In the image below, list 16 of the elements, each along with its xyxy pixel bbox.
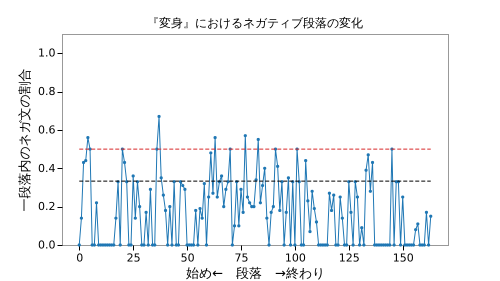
y-tick-label: 0.6 — [38, 123, 56, 136]
chart-title: 『変身』におけるネガティブ段落の変化 — [147, 16, 363, 30]
y-tick-label: 0.4 — [38, 162, 56, 175]
x-tick-label: 75 — [234, 252, 248, 264]
x-tick-label: 100 — [284, 252, 306, 264]
x-axis-title: 始め← 段落 →終わり — [186, 266, 325, 281]
y-axis-title: 一段落内のネガ文の割合 — [18, 68, 34, 212]
x-tick-label: 125 — [338, 252, 360, 264]
x-tick-label: 150 — [392, 252, 414, 264]
x-tick-label: 0 — [76, 252, 84, 264]
y-tick-label: 1.0 — [38, 46, 56, 60]
y-tick-label: 0.2 — [38, 200, 56, 214]
x-tick-label: 50 — [180, 252, 195, 264]
x-tick-label: 25 — [126, 252, 141, 264]
y-tick-label: 0.8 — [38, 85, 56, 98]
y-tick-label: 0.0 — [38, 238, 56, 252]
